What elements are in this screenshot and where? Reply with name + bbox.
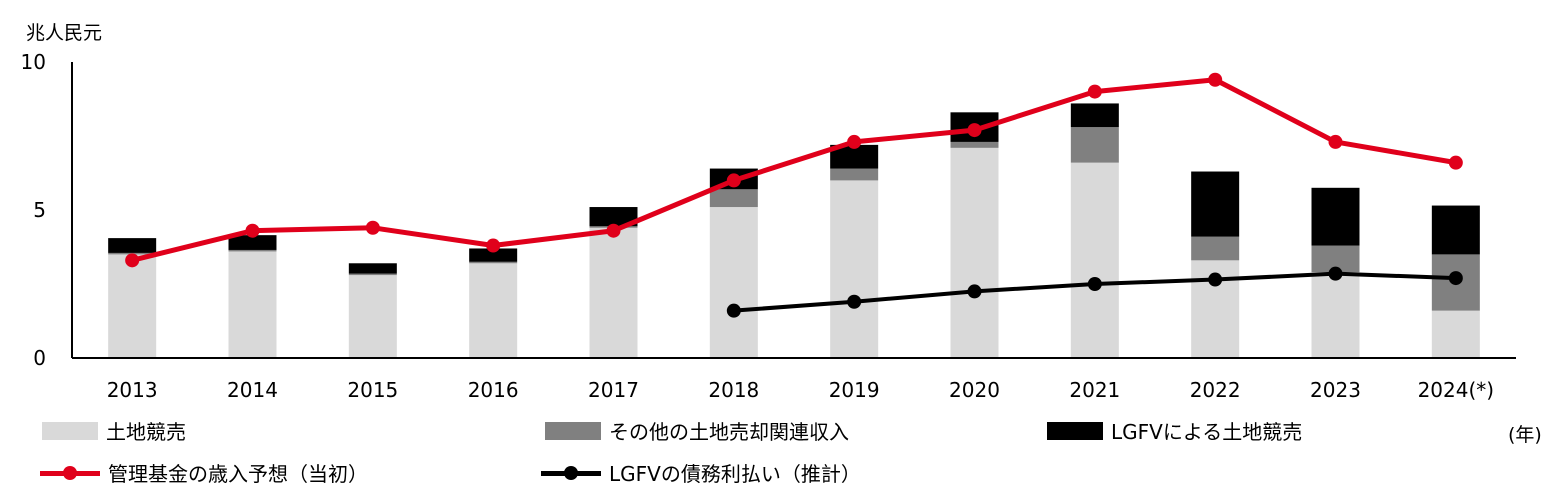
legend-swatch-land-auction — [42, 421, 98, 440]
x-tick-label-2023: 2023 — [1310, 378, 1361, 402]
line-point-1-2021 — [1087, 277, 1102, 291]
x-tick-label-2014: 2014 — [227, 378, 278, 402]
axes-layer — [71, 62, 1516, 359]
line-point-0-2014 — [245, 223, 260, 238]
line-point-0-2021 — [1087, 84, 1102, 99]
y-unit-label: 兆人民元 — [26, 22, 103, 44]
legend-item-fund-revenue-forecast: 管理基金の歳入予想（当初） — [40, 458, 368, 487]
bar-0-2018 — [709, 207, 758, 358]
line-point-0-2018 — [726, 173, 741, 188]
line-point-0-2016 — [486, 238, 501, 253]
bar-2-2017 — [589, 207, 638, 227]
bar-2-2021 — [1070, 103, 1119, 128]
x-tick-label-2018: 2018 — [708, 378, 759, 402]
bar-0-2013 — [108, 254, 157, 358]
legend-item-lgfv-land-auction: LGFVによる土地競売 — [1047, 416, 1302, 445]
bar-1-2016 — [469, 261, 518, 264]
tick-labels-layer: 0 5 10 2013 2014 2015 2016 2017 2018 2019 2020 2021… — [21, 50, 1495, 402]
bar-2-2015 — [348, 263, 397, 274]
bar-0-2024(*) — [1431, 310, 1480, 358]
legend-swatch-lgfv-land-auction — [1047, 421, 1103, 440]
x-tick-label-2017: 2017 — [588, 378, 639, 402]
line-point-1-2020 — [967, 284, 982, 299]
bar-0-2014 — [228, 251, 277, 358]
bar-1-2014 — [228, 249, 277, 252]
line-point-1-2018 — [726, 303, 741, 318]
bar-0-2017 — [589, 227, 638, 358]
bar-1-2020 — [950, 141, 999, 148]
x-tick-label-2013: 2013 — [107, 378, 158, 402]
line-point-1-2024(*) — [1448, 271, 1463, 286]
bar-2-2024(*) — [1431, 205, 1480, 255]
line-point-0-2017 — [606, 223, 621, 238]
line-series-0 — [131, 77, 1457, 263]
bar-2-2023 — [1311, 187, 1360, 246]
bar-2-2022 — [1191, 171, 1240, 237]
y-tick-label-10: 10 — [21, 50, 46, 74]
line-point-0-2015 — [365, 220, 380, 235]
bar-2-2013 — [108, 238, 157, 253]
legend-label-land-auction: 土地競売 — [106, 420, 186, 444]
bar-1-2021 — [1070, 127, 1119, 163]
line-point-1-2022 — [1208, 272, 1223, 287]
line-point-1-2023 — [1328, 266, 1343, 281]
x-tick-label-2022: 2022 — [1190, 378, 1241, 402]
line-point-0-2022 — [1208, 72, 1223, 87]
bar-1-2022 — [1191, 236, 1240, 261]
lines-layer — [125, 72, 1463, 318]
line-point-0-2013 — [125, 253, 140, 268]
legend-swatch-other-land-revenue — [545, 421, 601, 440]
bar-0-2019 — [830, 180, 879, 358]
bar-2-2016 — [469, 248, 518, 262]
line-point-0-2020 — [967, 123, 982, 138]
y-tick-label-0: 0 — [33, 346, 46, 370]
x-tick-label-2019: 2019 — [829, 378, 880, 402]
legend-item-other-land-revenue: その他の土地売却関連収入 — [545, 416, 849, 445]
legend-label-fund-revenue-forecast: 管理基金の歳入予想（当初） — [108, 462, 368, 486]
legend-label-lgfv-interest: LGFVの債務利払い（推計） — [609, 462, 861, 486]
legend-item-lgfv-interest: LGFVの債務利払い（推計） — [541, 458, 861, 487]
legend-label-lgfv-land-auction: LGFVによる土地競売 — [1111, 420, 1303, 444]
x-tick-label-2021: 2021 — [1069, 378, 1120, 402]
line-point-0-2024(*) — [1448, 155, 1463, 170]
legend-swatch-lgfv-interest — [541, 463, 601, 483]
bar-2-2014 — [228, 235, 277, 250]
bar-1-2018 — [709, 189, 758, 208]
legend-label-other-land-revenue: その他の土地売却関連収入 — [609, 420, 849, 444]
x-tick-label-2020: 2020 — [949, 378, 1000, 402]
bar-0-2015 — [348, 275, 397, 358]
bar-2-2019 — [830, 144, 879, 169]
bar-1-2015 — [348, 273, 397, 276]
legend-item-land-auction: 土地競売 — [42, 416, 186, 445]
x-tick-label-2024(*): 2024(*) — [1418, 378, 1495, 402]
bar-0-2016 — [469, 263, 518, 358]
x-unit-label: (年) — [1508, 424, 1542, 446]
x-tick-label-2015: 2015 — [347, 378, 398, 402]
line-point-0-2023 — [1328, 134, 1343, 149]
legend-swatch-fund-revenue-forecast — [40, 463, 100, 483]
line-point-0-2019 — [847, 134, 862, 149]
bar-0-2021 — [1070, 162, 1119, 358]
bar-0-2020 — [950, 147, 999, 358]
bar-1-2019 — [830, 168, 879, 181]
bar-0-2023 — [1311, 272, 1360, 358]
line-point-1-2019 — [847, 294, 862, 309]
y-tick-label-5: 5 — [33, 198, 46, 222]
bars-layer — [108, 103, 1480, 358]
x-tick-label-2016: 2016 — [468, 378, 519, 402]
